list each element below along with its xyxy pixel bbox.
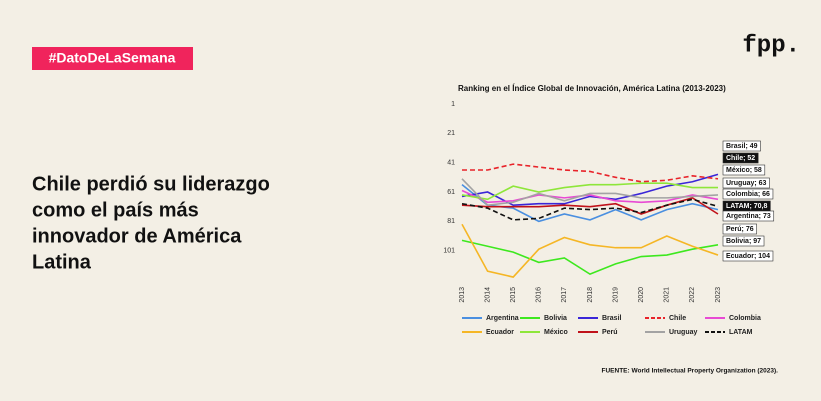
x-tick-label: 2019 xyxy=(612,287,619,303)
headline-line: Latina xyxy=(32,251,92,273)
end-label-box xyxy=(722,177,770,189)
series-line xyxy=(461,178,719,207)
y-tick-label: 21 xyxy=(447,130,455,137)
series-line xyxy=(461,182,718,201)
end-label-box xyxy=(722,152,759,164)
legend-label: Chile xyxy=(669,315,686,322)
legend-label: Colombia xyxy=(729,315,761,322)
x-tick-label: 2017 xyxy=(561,287,568,303)
end-label: México; 58 xyxy=(726,167,762,174)
end-label-box xyxy=(722,223,757,235)
x-tick-label: 2015 xyxy=(510,287,517,303)
y-tick-label: 41 xyxy=(447,160,455,167)
legend-label: Uruguay xyxy=(669,329,698,336)
legend-label: LATAM xyxy=(729,329,753,336)
series-line xyxy=(461,239,719,276)
series-line xyxy=(461,223,719,278)
chart-title: Ranking en el Índice Global de Innovació… xyxy=(458,84,726,93)
x-tick-label: 2021 xyxy=(664,287,671,303)
end-label: Argentina; 73 xyxy=(726,213,771,220)
y-tick-label: 61 xyxy=(447,189,455,196)
y-tick-label: 1 xyxy=(451,101,455,108)
x-tick-label: 2013 xyxy=(459,287,466,303)
end-label: Bolivia; 97 xyxy=(726,238,761,245)
y-tick-label: 101 xyxy=(443,248,455,255)
headline-line: como el país más xyxy=(32,199,199,221)
legend-label: Brasil xyxy=(602,315,622,322)
end-label-box xyxy=(722,140,761,152)
end-label-box xyxy=(722,164,766,176)
x-tick-label: 2014 xyxy=(484,287,491,303)
source: FUENTE: World Intellectual Property Orga… xyxy=(602,368,779,375)
series-line xyxy=(461,198,719,221)
legend-label: Bolivia xyxy=(544,315,567,322)
end-label: Brasil; 49 xyxy=(726,143,758,150)
end-label-box xyxy=(722,210,775,222)
end-label: Ecuador; 104 xyxy=(726,253,770,260)
end-label: Uruguay; 63 xyxy=(726,180,767,187)
y-tick-label: 81 xyxy=(447,218,455,225)
hashtag-box xyxy=(32,47,193,70)
end-label-box xyxy=(722,250,774,262)
series-line xyxy=(461,189,719,204)
headline-line: Chile perdió su liderazgo xyxy=(32,173,270,195)
headline-line: innovador de América xyxy=(32,225,242,247)
end-label: Perú; 76 xyxy=(726,226,754,233)
end-label-box xyxy=(722,188,774,200)
x-tick-label: 2020 xyxy=(638,287,645,303)
legend-label: México xyxy=(544,329,568,336)
x-tick-label: 2022 xyxy=(689,287,696,303)
legend-label: Argentina xyxy=(486,315,519,322)
legend-label: Perú xyxy=(602,329,618,336)
series-line xyxy=(461,173,719,207)
end-label: LATAM; 70,8 xyxy=(726,203,767,210)
end-label: Chile; 52 xyxy=(726,155,755,162)
hashtag: #DatoDeLaSemana xyxy=(49,50,176,66)
end-label: Colombia; 66 xyxy=(726,191,770,198)
x-tick-label: 2016 xyxy=(536,287,543,303)
headline: Chile perdió su liderazgo como el país má… xyxy=(32,173,270,273)
end-label-box xyxy=(722,235,765,247)
series-line xyxy=(462,163,719,183)
x-tick-label: 2023 xyxy=(715,287,722,303)
legend-label: Ecuador xyxy=(486,329,514,336)
x-tick-label: 2018 xyxy=(587,287,594,303)
logo: fpp. xyxy=(742,32,800,59)
